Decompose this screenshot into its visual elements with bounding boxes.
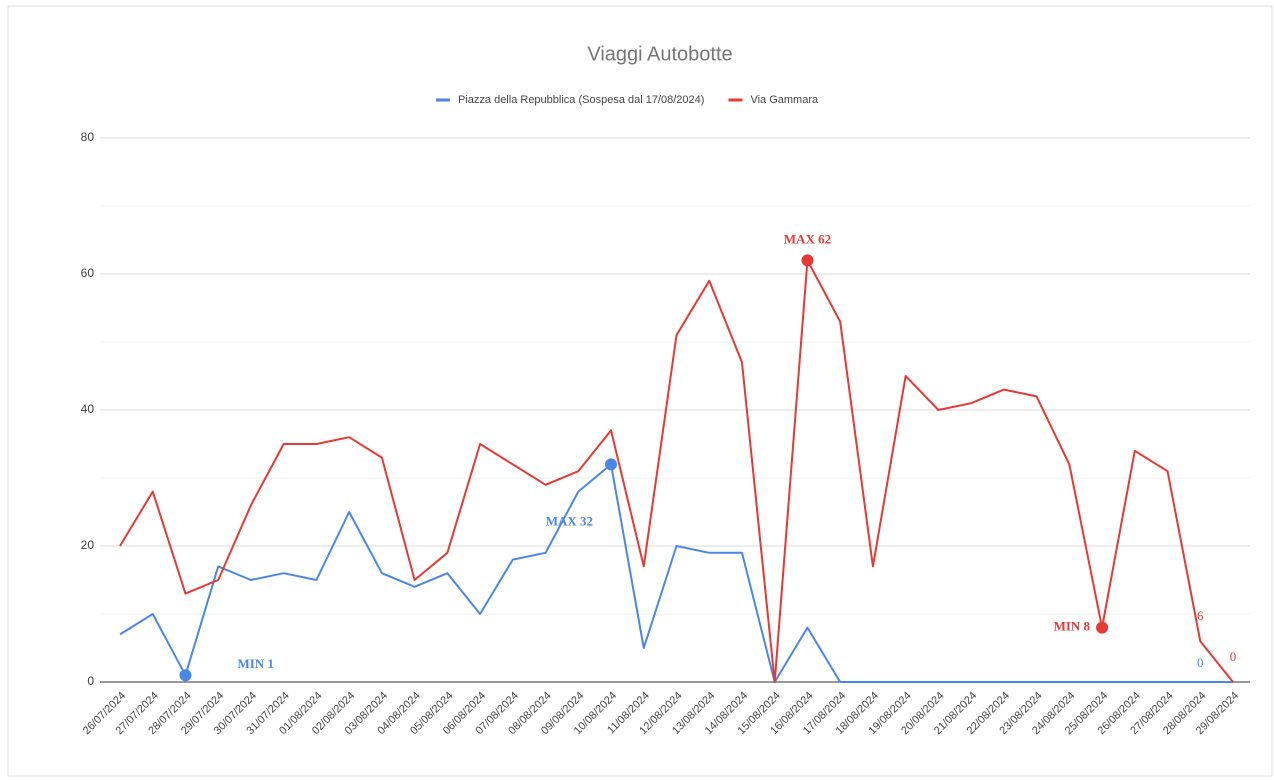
value-label: MIN 1 — [237, 656, 273, 671]
series-line — [119, 463, 1233, 683]
y-tick-label: 40 — [81, 402, 95, 416]
y-tick-label: 0 — [87, 674, 94, 688]
point-marker — [179, 669, 192, 682]
series-line — [119, 259, 1234, 683]
legend-label: Piazza della Repubblica (Sospesa dal 17/… — [458, 94, 704, 106]
value-label: MAX 62 — [784, 231, 831, 246]
y-tick-label: 20 — [81, 538, 95, 552]
legend-label: Via Gammara — [750, 94, 819, 106]
value-label: MIN 8 — [1054, 619, 1091, 634]
value-label: 6 — [1197, 608, 1204, 623]
value-label: MAX 32 — [546, 513, 593, 528]
point-marker — [1096, 621, 1109, 634]
point-marker — [605, 458, 618, 471]
y-tick-label: 80 — [81, 130, 95, 144]
chart-frame — [7, 5, 1273, 777]
y-tick-label: 60 — [81, 266, 95, 280]
point-marker — [801, 254, 814, 267]
value-label: 0 — [1197, 655, 1204, 670]
value-label: 0 — [1230, 649, 1237, 664]
legend: Piazza della Repubblica (Sospesa dal 17/… — [436, 94, 819, 106]
chart-title: Viaggi Autobotte — [587, 43, 732, 65]
